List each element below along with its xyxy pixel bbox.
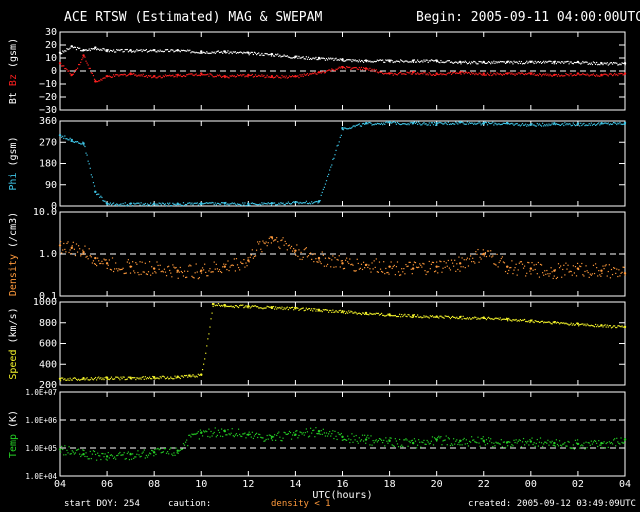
- y-tick-label-temp: 1.0E+05: [25, 444, 57, 453]
- y-tick-label-phi: 180: [39, 159, 57, 170]
- y-tick-label-mag: 10: [45, 53, 57, 64]
- data-point-density: [105, 262, 109, 265]
- data-point-phi: [200, 201, 203, 205]
- x-tick-label: 00: [525, 479, 537, 490]
- created-time: created: 2005-09-12 03:49:09UTC: [468, 499, 636, 509]
- x-tick-label: 20: [431, 479, 443, 490]
- data-point-density: [58, 244, 62, 247]
- data-point-phi: [623, 121, 627, 125]
- begin-time: Begin: 2005-09-11 04:00:00UTC: [416, 10, 640, 25]
- data-point-density: [435, 265, 438, 268]
- panel-frame-phi: [59, 120, 626, 207]
- y-tick-label-speed: 400: [39, 359, 57, 370]
- data-point-density: [270, 236, 274, 239]
- x-tick-label: 06: [101, 479, 113, 490]
- data-point-temp: [482, 439, 485, 443]
- start-doy: start DOY: 254: [64, 499, 140, 509]
- y-tick-label-temp: 1.0E+06: [25, 416, 57, 425]
- x-tick-label: 12: [242, 479, 254, 490]
- data-point-density: [70, 246, 73, 250]
- data-point-density: [529, 267, 533, 270]
- panel-frame-temp: [59, 391, 626, 477]
- y-axis-label-density: Density (/cm3): [8, 212, 19, 296]
- y-axis-label-mag: Bt Bz (gsm): [8, 38, 19, 104]
- panel-frame-speed: [59, 301, 626, 386]
- y-tick-label-temp: 1.0E+04: [25, 472, 57, 481]
- y-tick-label-phi: 360: [39, 116, 57, 127]
- y-tick-label-phi: 0: [51, 201, 57, 212]
- x-tick-label: 10: [195, 479, 207, 490]
- data-point-temp: [82, 453, 85, 456]
- data-point-speed: [411, 314, 415, 317]
- data-point-phi: [82, 142, 85, 145]
- x-tick-label: 14: [289, 479, 301, 490]
- y-tick-label-density: 0.1: [39, 291, 57, 302]
- y-tick-label-speed: 800: [39, 318, 57, 329]
- density-caution-note: density < 1: [271, 499, 331, 509]
- data-point-temp: [364, 438, 368, 441]
- data-point-phi: [341, 126, 344, 130]
- series-bz: [58, 54, 627, 83]
- y-tick-label-temp: 1.0E+07: [25, 388, 57, 397]
- y-tick-label-speed: 1000: [33, 297, 57, 308]
- data-point-speed: [58, 377, 62, 380]
- x-axis-label: UTC(hours): [312, 490, 372, 501]
- series-temp: [58, 427, 627, 461]
- data-point-density: [82, 251, 85, 254]
- series-speed: [58, 302, 627, 382]
- data-point-density: [317, 256, 321, 260]
- series-density: [58, 236, 627, 280]
- data-point-temp: [553, 441, 556, 445]
- y-axis-label-temp: Temp (K): [8, 410, 19, 458]
- y-tick-label-density: 10.0: [33, 207, 57, 218]
- x-tick-label: 18: [384, 479, 396, 490]
- data-point-temp: [176, 449, 179, 452]
- y-tick-label-mag: −20: [39, 92, 57, 103]
- data-point-density: [294, 249, 297, 252]
- data-point-density: [176, 269, 179, 272]
- x-tick-label: 04: [619, 479, 631, 490]
- x-tick-label: 22: [478, 479, 490, 490]
- y-tick-label-mag: −30: [39, 105, 57, 116]
- data-point-temp: [270, 435, 274, 439]
- y-tick-label-speed: 600: [39, 339, 57, 350]
- y-tick-label-density: 1.0: [39, 249, 57, 260]
- data-point-density: [411, 267, 415, 270]
- data-point-density: [459, 262, 462, 265]
- data-point-temp: [105, 455, 109, 458]
- caution-label: caution:: [168, 499, 212, 509]
- data-point-temp: [152, 451, 156, 454]
- y-tick-label-speed: 200: [39, 380, 57, 391]
- data-point-density: [94, 256, 97, 260]
- y-tick-label-phi: 90: [45, 180, 57, 191]
- data-point-phi: [70, 138, 73, 142]
- x-tick-label: 04: [54, 479, 66, 490]
- data-point-temp: [58, 448, 62, 451]
- y-tick-label-mag: 30: [45, 27, 57, 38]
- x-tick-label: 02: [572, 479, 584, 490]
- data-point-density: [623, 271, 627, 275]
- data-point-density: [600, 269, 603, 272]
- data-point-bt: [200, 50, 203, 53]
- y-tick-label-mag: 20: [45, 40, 57, 51]
- y-tick-label-mag: 0: [51, 66, 57, 77]
- y-axis-label-phi: Phi (gsm): [8, 136, 19, 190]
- y-tick-label-phi: 270: [39, 137, 57, 148]
- data-point-temp: [341, 435, 344, 439]
- y-axis-label-speed: Speed (km/s): [8, 307, 19, 379]
- x-tick-label: 08: [148, 479, 160, 490]
- chart-title: ACE RTSW (Estimated) MAG & SWEPAM: [64, 10, 323, 25]
- data-point-temp: [317, 429, 321, 433]
- y-tick-label-mag: −10: [39, 79, 57, 90]
- data-point-density: [247, 259, 250, 262]
- data-point-bz: [482, 72, 485, 75]
- series-bt: [58, 45, 627, 66]
- data-point-density: [341, 262, 344, 265]
- data-point-temp: [600, 441, 603, 445]
- x-tick-label: 16: [336, 479, 348, 490]
- data-point-density: [482, 252, 485, 256]
- series-phi: [58, 120, 627, 207]
